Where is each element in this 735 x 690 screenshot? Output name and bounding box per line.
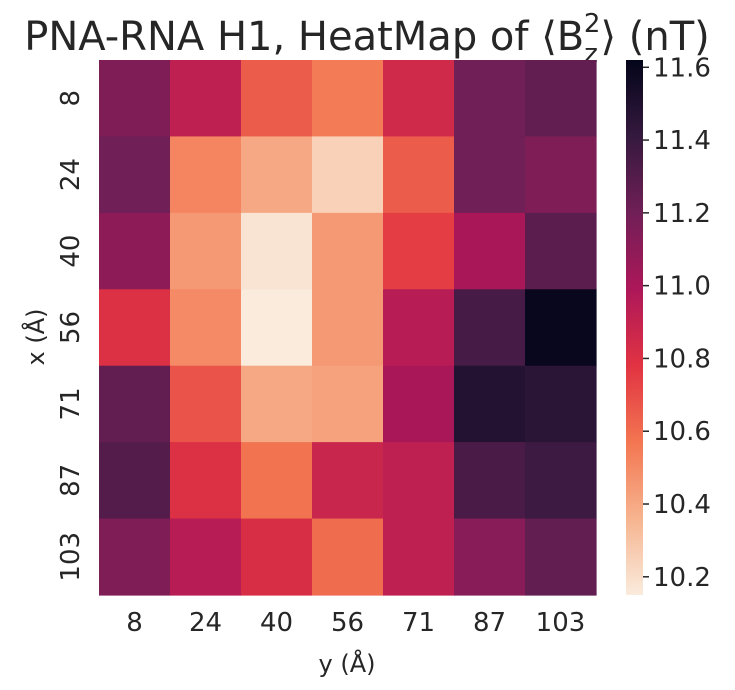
heatmap-cell (525, 442, 597, 520)
y-tick-label: 8 (56, 90, 86, 107)
colorbar-ticks: 10.2 10.4 10.6 10.8 11.0 11.2 11.4 11.6 (643, 53, 711, 593)
heatmap-cell (99, 442, 171, 520)
heatmap-cell (312, 289, 384, 367)
colorbar-tick-label: 10.8 (653, 344, 711, 374)
heatmap-cell (170, 365, 242, 443)
chart-title-main: PNA-RNA H1, HeatMap of ⟨B (24, 14, 584, 60)
chart-title-superscript: 2 (584, 9, 601, 39)
heatmap-cell (99, 60, 171, 138)
x-tick-label: 24 (189, 608, 222, 638)
heatmap-cell (454, 365, 526, 443)
heatmap-cell (454, 442, 526, 520)
heatmap-cell (454, 289, 526, 367)
heatmap-cells (99, 60, 597, 596)
heatmap-cell (241, 442, 313, 520)
heatmap-cell (170, 518, 242, 596)
heatmap-cell (383, 289, 455, 367)
chart-title-end: ⟩ (nT) (600, 14, 709, 60)
x-tick-label: 8 (126, 608, 143, 638)
heatmap-cell (525, 60, 597, 138)
x-tick-label: 87 (473, 608, 506, 638)
heatmap-cell (525, 212, 597, 290)
heatmap-cell (525, 136, 597, 214)
heatmap-cell (241, 518, 313, 596)
heatmap-cell (99, 212, 171, 290)
heatmap-cell (99, 518, 171, 596)
colorbar-tick-label: 10.6 (653, 417, 711, 447)
heatmap-cell (312, 60, 384, 138)
colorbar-tick-label: 10.4 (653, 490, 711, 520)
x-tick-label: 71 (402, 608, 435, 638)
y-tick-label: 87 (56, 464, 86, 497)
y-tick-label: 40 (56, 235, 86, 268)
heatmap-cell (525, 518, 597, 596)
heatmap-cell (383, 365, 455, 443)
colorbar-tick-label: 10.2 (653, 563, 711, 593)
heatmap-cell (170, 442, 242, 520)
colorbar-tick-label: 11.2 (653, 199, 711, 229)
x-axis-label: y (Å) (319, 649, 376, 678)
heatmap-cell (170, 212, 242, 290)
heatmap-cell (383, 60, 455, 138)
heatmap-cell (454, 212, 526, 290)
heatmap-cell (312, 365, 384, 443)
heatmap-cell (99, 136, 171, 214)
y-tick-label: 24 (56, 158, 86, 191)
heatmap-cell (454, 518, 526, 596)
x-tick-label: 103 (536, 608, 586, 638)
colorbar-tick-label: 11.4 (653, 126, 711, 156)
heatmap-cell (383, 136, 455, 214)
heatmap-cell (525, 289, 597, 367)
y-tick-label: 71 (56, 387, 86, 420)
heatmap-cell (383, 442, 455, 520)
x-tick-label: 56 (331, 608, 364, 638)
colorbar (626, 60, 643, 595)
y-axis-label: x (Å) (21, 309, 50, 366)
heatmap-cell (170, 289, 242, 367)
heatmap-cell (383, 518, 455, 596)
y-tick-label: 103 (56, 532, 86, 582)
heatmap-cell (241, 136, 313, 214)
heatmap-cell (312, 212, 384, 290)
heatmap-cell (312, 136, 384, 214)
heatmap-cell (241, 289, 313, 367)
heatmap-cell (383, 212, 455, 290)
heatmap-cell (312, 518, 384, 596)
y-tick-labels: 8 24 40 56 71 87 103 (56, 90, 86, 582)
heatmap-cell (241, 60, 313, 138)
heatmap-cell (99, 289, 171, 367)
heatmap-cell (241, 212, 313, 290)
heatmap-cell (241, 365, 313, 443)
heatmap-cell (170, 136, 242, 214)
heatmap-cell (99, 365, 171, 443)
x-tick-labels: 8 24 40 56 71 87 103 (126, 608, 585, 638)
x-tick-label: 40 (260, 608, 293, 638)
heatmap-cell (312, 442, 384, 520)
colorbar-tick-label: 11.0 (653, 272, 711, 302)
heatmap-cell (454, 60, 526, 138)
heatmap-cell (454, 136, 526, 214)
heatmap-cell (170, 60, 242, 138)
colorbar-tick-label: 11.6 (653, 53, 711, 83)
chart-title: PNA-RNA H1, HeatMap of ⟨Bz2⟩ (nT) (24, 9, 710, 69)
y-tick-label: 56 (56, 311, 86, 344)
heatmap-cell (525, 365, 597, 443)
